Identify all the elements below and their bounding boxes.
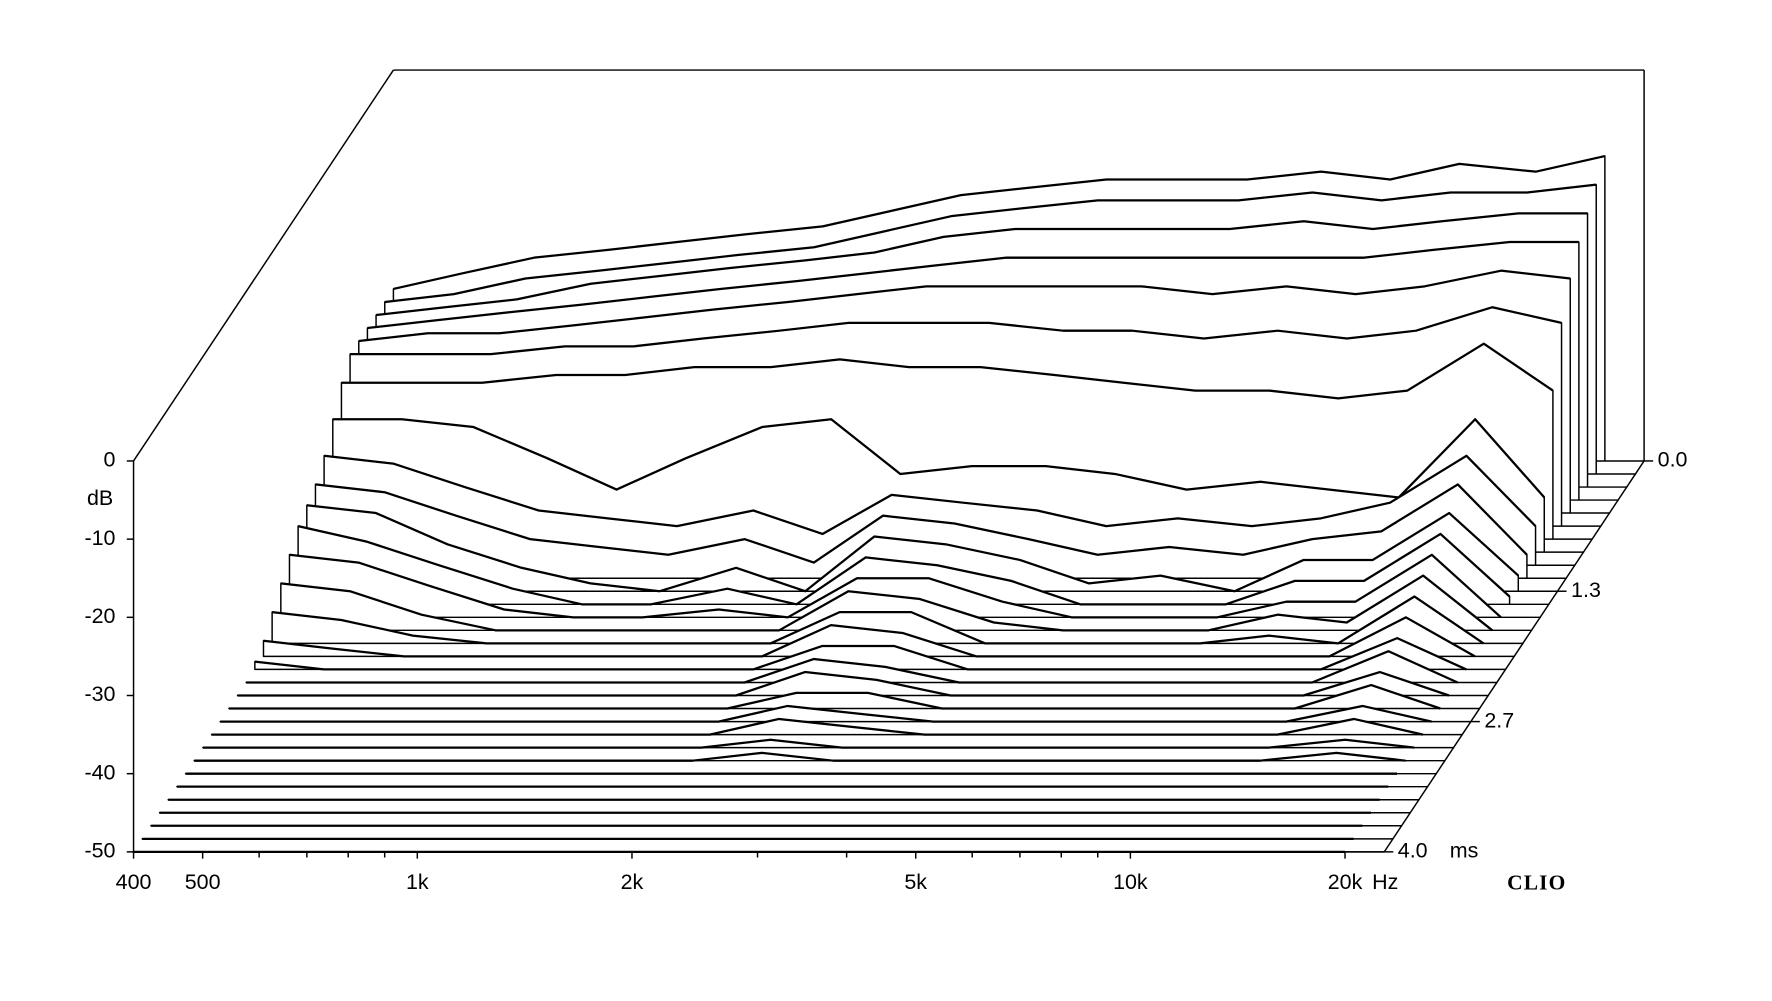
slice-line (297, 525, 1511, 606)
y-tick-label: -10 (84, 526, 115, 550)
x-tick-label: 500 (185, 870, 221, 894)
y-tick-label: -50 (84, 839, 115, 863)
y-tick-label: -20 (84, 604, 115, 628)
slice-line (246, 650, 1459, 684)
y-tick-label: 0 (104, 448, 116, 472)
slice-line (194, 751, 1406, 762)
z-unit: ms (1450, 839, 1479, 863)
slice-line (306, 504, 1520, 593)
slice-line (211, 717, 1424, 736)
slice-line (202, 738, 1415, 749)
slice-line (220, 704, 1432, 723)
slice-line (341, 342, 1554, 400)
x-unit: Hz (1372, 870, 1398, 894)
slice-line (289, 553, 1502, 619)
slice-line (350, 306, 1562, 356)
slice-line (237, 670, 1450, 697)
y-axis-label: dB (87, 486, 113, 510)
slice-line (271, 595, 1485, 645)
slice-line (384, 183, 1597, 304)
slice-line (254, 637, 1467, 671)
x-tick-label: 10k (1113, 870, 1148, 894)
slice-line (367, 240, 1579, 330)
x-tick-label: 5k (904, 870, 927, 894)
slice-line (393, 154, 1606, 291)
x-tick-label: 2k (621, 870, 644, 894)
brand: CLIO (1507, 871, 1566, 895)
slice-line (315, 483, 1528, 564)
x-tick-label: 400 (116, 870, 152, 894)
x-tick-label: 20k (1328, 870, 1363, 894)
slice-line (263, 616, 1476, 658)
x-tick-label: 1k (406, 870, 429, 894)
y-tick-label: -30 (84, 682, 115, 706)
slice-line (228, 683, 1441, 710)
slice-line (323, 454, 1537, 536)
frame-edge (132, 69, 395, 462)
z-tick-label: 0.0 (1658, 448, 1688, 472)
z-tick-label: 2.7 (1484, 708, 1514, 732)
slice-line (375, 212, 1588, 317)
slice-line (358, 269, 1571, 343)
z-tick-label: 4.0 (1398, 839, 1428, 863)
slice-line (332, 418, 1546, 499)
z-tick-label: 1.3 (1571, 578, 1601, 602)
slice-line (280, 574, 1493, 632)
y-tick-label: -40 (84, 760, 115, 784)
